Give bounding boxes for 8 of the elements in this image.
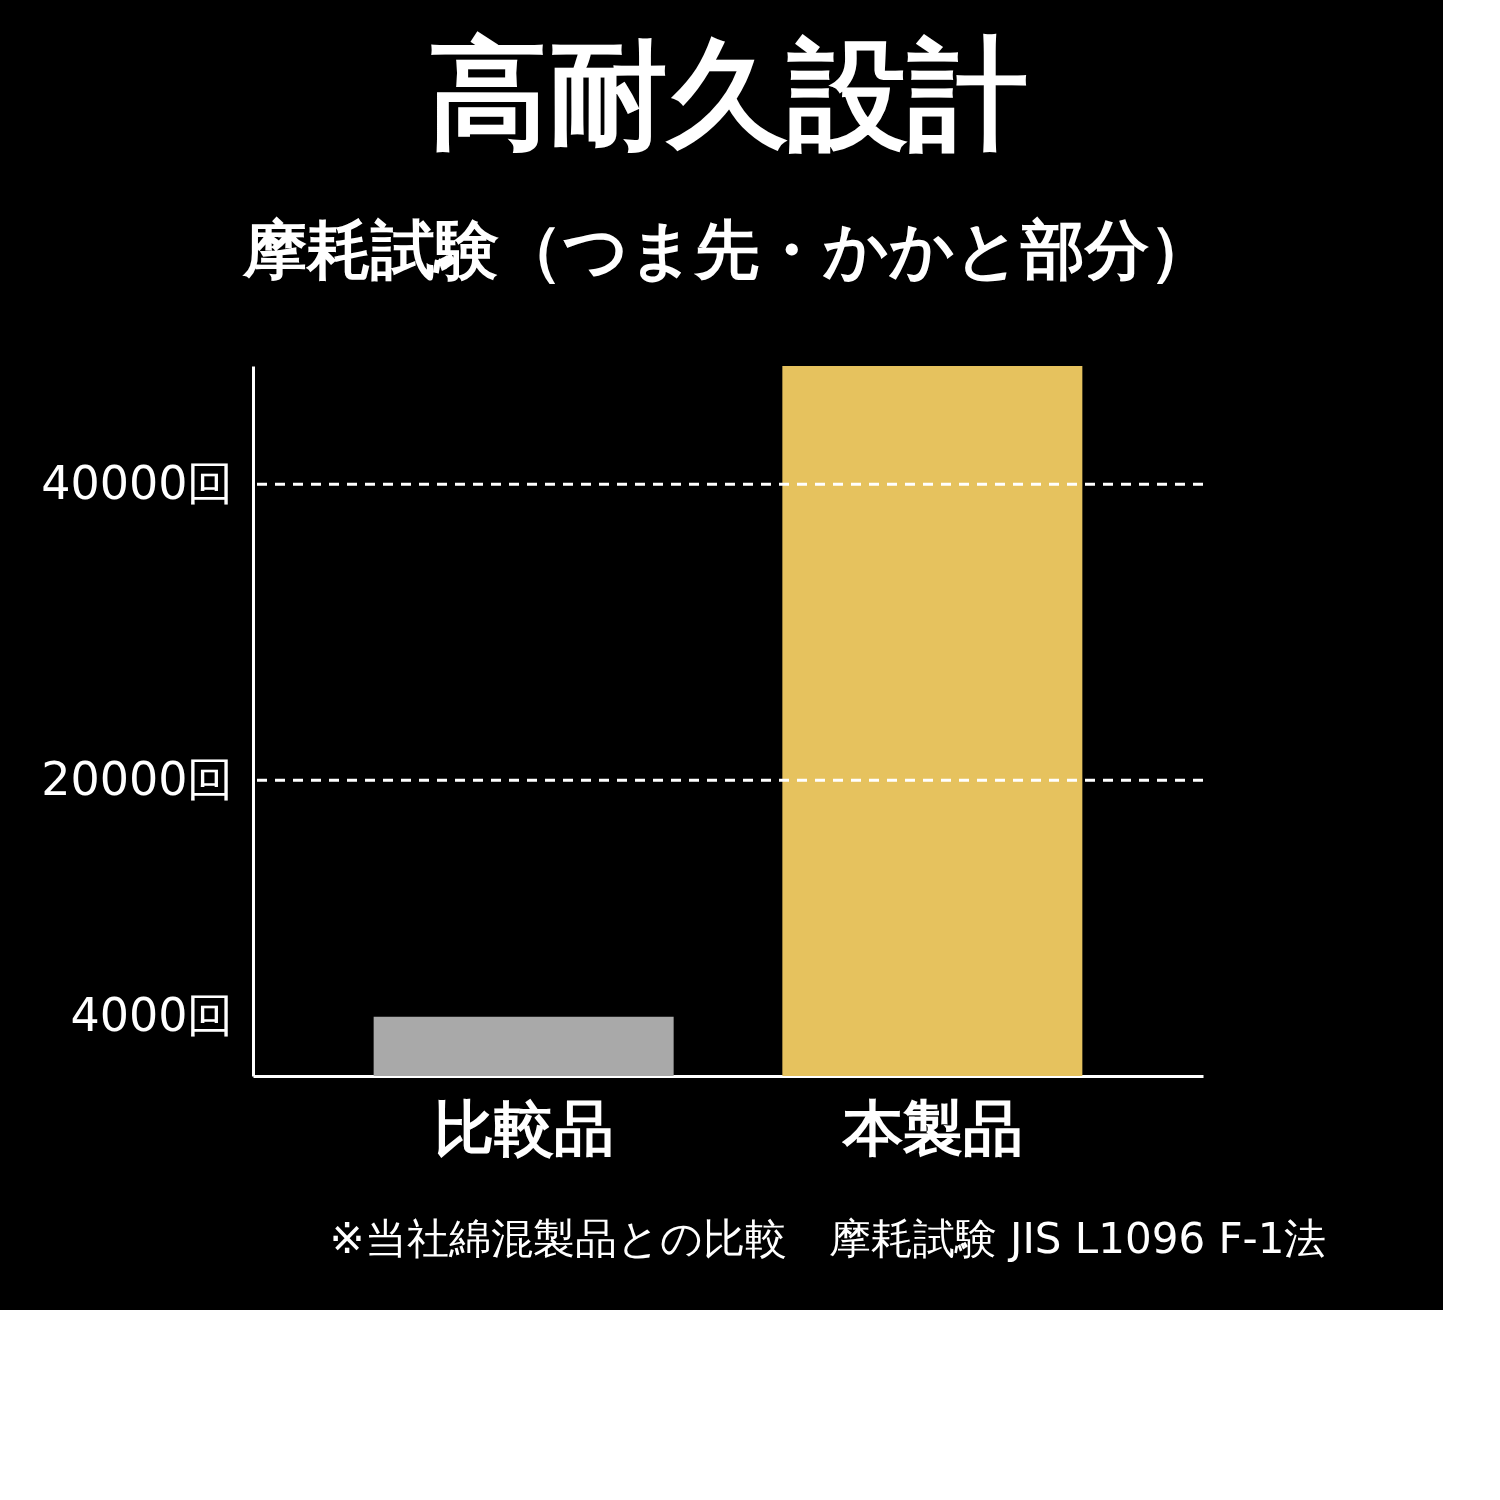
chart-subtitle: 摩耗試験（つま先・かかと部分） (242, 213, 1213, 287)
text: ※当社綿混製品との比較 摩耗試験 JIS L1096 F-1法 (329, 1214, 1327, 1263)
y-tick-label: 4000回 (70, 988, 234, 1043)
chart-title: 高耐久設計 (428, 25, 1028, 164)
y-tick-label: 20000回 (41, 751, 234, 806)
x-tick-label: 比較品 (434, 1092, 615, 1163)
x-tick-label: 本製品 (840, 1092, 1023, 1163)
y-tick-label: 40000回 (41, 455, 234, 510)
